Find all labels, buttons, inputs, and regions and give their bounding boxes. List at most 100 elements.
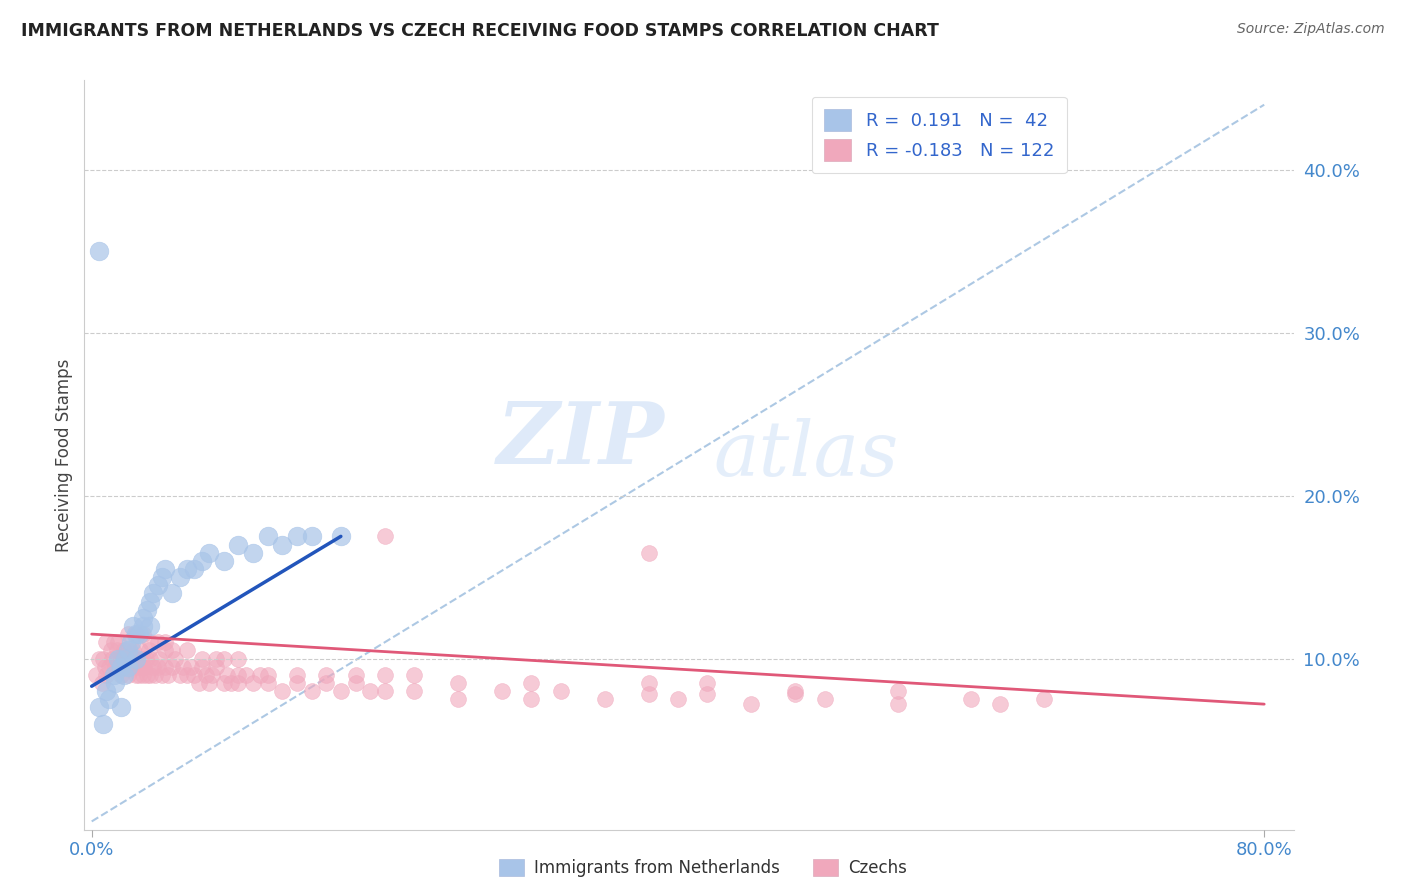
Point xyxy=(201,668,224,682)
Point xyxy=(124,627,146,641)
Point xyxy=(176,562,198,576)
Point xyxy=(117,627,139,641)
Point xyxy=(887,684,910,698)
Point xyxy=(87,700,110,714)
Point xyxy=(107,651,129,665)
Point xyxy=(139,651,162,665)
Point xyxy=(153,562,176,576)
Point xyxy=(150,570,173,584)
Point xyxy=(666,692,689,706)
Point xyxy=(162,659,184,673)
Point xyxy=(226,537,249,551)
Point xyxy=(359,684,381,698)
Point xyxy=(156,668,179,682)
Point xyxy=(117,659,139,673)
Text: ZIP: ZIP xyxy=(496,398,665,482)
Point xyxy=(121,619,143,633)
Point xyxy=(374,668,396,682)
Text: atlas: atlas xyxy=(713,418,898,491)
Point xyxy=(114,651,136,665)
Point xyxy=(107,635,129,649)
Point xyxy=(122,651,145,665)
Point xyxy=(212,651,235,665)
Point xyxy=(136,668,159,682)
Point xyxy=(212,676,235,690)
Point xyxy=(153,659,176,673)
Point xyxy=(117,643,139,657)
Point xyxy=(212,554,235,568)
Point xyxy=(271,684,294,698)
Point xyxy=(550,684,572,698)
Point xyxy=(100,643,122,657)
Point xyxy=(146,635,169,649)
Legend: Immigrants from Netherlands, Czechs: Immigrants from Netherlands, Czechs xyxy=(492,852,914,884)
Point xyxy=(190,554,212,568)
Point xyxy=(128,627,150,641)
Point xyxy=(180,659,202,673)
Point xyxy=(84,668,107,682)
Point xyxy=(115,659,138,673)
Point xyxy=(135,651,157,665)
Point xyxy=(183,562,205,576)
Point xyxy=(162,586,184,600)
Point xyxy=(256,676,278,690)
Text: Source: ZipAtlas.com: Source: ZipAtlas.com xyxy=(1237,22,1385,37)
Point xyxy=(329,684,352,698)
Point xyxy=(374,684,396,698)
Point xyxy=(329,529,352,543)
Point xyxy=(195,668,218,682)
Point xyxy=(138,643,160,657)
Point xyxy=(285,529,308,543)
Point xyxy=(169,668,191,682)
Point xyxy=(447,676,470,690)
Point xyxy=(105,643,128,657)
Point xyxy=(165,651,187,665)
Text: IMMIGRANTS FROM NETHERLANDS VS CZECH RECEIVING FOOD STAMPS CORRELATION CHART: IMMIGRANTS FROM NETHERLANDS VS CZECH REC… xyxy=(21,22,939,40)
Point xyxy=(990,697,1012,711)
Point xyxy=(101,651,124,665)
Point xyxy=(637,546,659,560)
Point xyxy=(124,651,146,665)
Point xyxy=(235,668,257,682)
Point xyxy=(285,676,308,690)
Point xyxy=(169,570,191,584)
Point xyxy=(404,684,426,698)
Point xyxy=(740,697,762,711)
Point xyxy=(226,651,249,665)
Point xyxy=(271,537,294,551)
Point xyxy=(190,651,212,665)
Point xyxy=(142,659,165,673)
Point xyxy=(491,684,513,698)
Point xyxy=(1033,692,1056,706)
Point xyxy=(111,659,134,673)
Point xyxy=(132,619,155,633)
Point xyxy=(148,651,170,665)
Point xyxy=(520,676,543,690)
Point xyxy=(256,668,278,682)
Point xyxy=(112,643,135,657)
Point xyxy=(887,697,910,711)
Point xyxy=(150,668,173,682)
Point xyxy=(93,716,115,731)
Point xyxy=(87,651,110,665)
Point xyxy=(344,668,367,682)
Point xyxy=(198,546,221,560)
Point xyxy=(134,659,156,673)
Point xyxy=(637,676,659,690)
Point xyxy=(315,676,337,690)
Point xyxy=(98,692,121,706)
Point xyxy=(785,684,807,698)
Point xyxy=(142,586,165,600)
Point xyxy=(249,668,271,682)
Point xyxy=(139,668,162,682)
Point xyxy=(110,700,132,714)
Point xyxy=(153,643,176,657)
Point xyxy=(124,651,146,665)
Point xyxy=(285,668,308,682)
Point xyxy=(696,676,718,690)
Point xyxy=(132,611,155,625)
Point xyxy=(110,651,132,665)
Point xyxy=(785,687,807,701)
Point xyxy=(215,668,238,682)
Point xyxy=(593,692,616,706)
